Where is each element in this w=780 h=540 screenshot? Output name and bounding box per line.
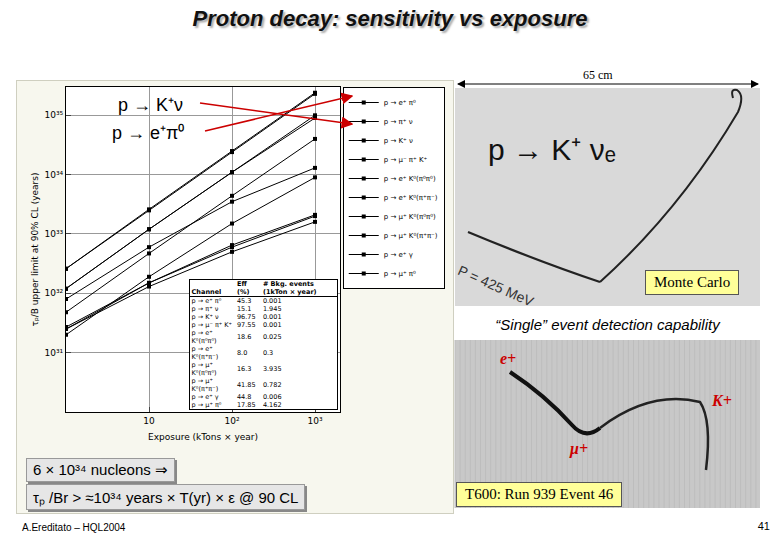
html-text:8.0: 8.0 — [237, 349, 248, 357]
html-text:Proton decay: sensitivity vs e: Proton decay: sensitivity vs exposure — [192, 6, 588, 31]
html-text:p → μ⁻ π⁺ K⁺: p → μ⁻ π⁺ K⁺ — [191, 321, 232, 329]
html-text:μ+: μ+ — [570, 440, 588, 457]
html-text:e+: e+ — [500, 350, 517, 367]
html-text:4.162: 4.162 — [262, 401, 282, 409]
html-text:p → K⁺ νₑ: p → K⁺ νₑ — [488, 133, 616, 166]
svg-text:p → K⁺ ν: p → K⁺ ν — [384, 137, 413, 145]
html-text:p → e⁺ K⁰(π⁰π⁰): p → e⁺ K⁰(π⁰π⁰) — [191, 329, 217, 345]
html-text:0.001: 0.001 — [262, 313, 282, 321]
html-text:0.782: 0.782 — [262, 381, 282, 389]
html-text:A.Ereditato – HQL2004: A.Ereditato – HQL2004 — [22, 522, 126, 533]
svg-text:10³⁵: 10³⁵ — [45, 110, 64, 120]
html-text:τₚ /Br > ≈10³⁴ years × T(yr) ×: τₚ /Br > ≈10³⁴ years × T(yr) × ε @ 90 CL — [33, 489, 299, 506]
html-text:T600: Run 939 Event 46: T600: Run 939 Event 46 — [465, 486, 614, 502]
html-text:44.8: 44.8 — [237, 393, 252, 401]
svg-text:p → e⁺ K⁰(π⁺π⁻): p → e⁺ K⁰(π⁺π⁻) — [384, 194, 438, 202]
html-text:0.3: 0.3 — [262, 349, 274, 357]
html-text:6 × 10³⁴ nucleons ⇒: 6 × 10³⁴ nucleons ⇒ — [33, 461, 168, 478]
html-text:p → e⁺ K⁰(π⁺π⁻): p → e⁺ K⁰(π⁺π⁻) — [191, 345, 219, 361]
svg-text:10²: 10² — [224, 416, 239, 426]
svg-text:τₚ/B upper limit at 90% CL (ye: τₚ/B upper limit at 90% CL (years) — [30, 173, 40, 327]
svg-text:10³¹: 10³¹ — [45, 348, 64, 358]
html-text:p → μ⁺ π⁰: p → μ⁺ π⁰ — [191, 401, 222, 409]
html-text:0.001: 0.001 — [262, 297, 282, 305]
html-text:15.1: 15.1 — [237, 305, 252, 313]
html-text:p → K⁺ ν: p → K⁺ ν — [191, 313, 219, 321]
html-text:p → π⁺ ν: p → π⁺ ν — [191, 305, 219, 313]
svg-text:p → μ⁺ K⁰(π⁺π⁻): p → μ⁺ K⁰(π⁺π⁻) — [384, 232, 438, 240]
svg-text:Exposure (kTons × year): Exposure (kTons × year) — [148, 432, 258, 442]
html-text:45.3: 45.3 — [237, 297, 252, 305]
html-text:96.75: 96.75 — [237, 313, 256, 321]
html-text:p → μ⁺ K⁰(π⁺π⁻): p → μ⁺ K⁰(π⁺π⁻) — [191, 377, 219, 393]
svg-text:p → e⁺ π⁰: p → e⁺ π⁰ — [384, 99, 416, 107]
html-text:# Bkg. events (1kTon × year): # Bkg. events (1kTon × year) — [262, 280, 317, 296]
html-text:p → e⁺π⁰: p → e⁺π⁰ — [112, 123, 185, 143]
svg-text:p → e⁺ K⁰(π⁰π⁰): p → e⁺ K⁰(π⁰π⁰) — [384, 175, 436, 183]
html-text:K+: K+ — [712, 392, 732, 409]
html-text:p → μ⁺ K⁰(π⁰π⁰): p → μ⁺ K⁰(π⁰π⁰) — [191, 361, 217, 377]
svg-text:10: 10 — [143, 416, 155, 426]
html-text:97.55: 97.55 — [237, 321, 256, 329]
html-text:0.001: 0.001 — [262, 321, 282, 329]
html-text:41.85: 41.85 — [237, 381, 256, 389]
html-text:17.85: 17.85 — [237, 401, 256, 409]
html-text:3.935: 3.935 — [262, 365, 282, 373]
html-text:65 cm: 65 cm — [583, 68, 613, 82]
html-text:p → e⁺ γ: p → e⁺ γ — [191, 393, 219, 401]
svg-text:p → π⁺ ν: p → π⁺ ν — [384, 118, 413, 126]
svg-text:p → μ⁺ π⁰: p → μ⁺ π⁰ — [384, 270, 416, 278]
html-text:16.3: 16.3 — [237, 365, 252, 373]
html-text:Monte Carlo: Monte Carlo — [654, 274, 731, 290]
html-text:P = 425 MeV: P = 425 MeV — [455, 262, 537, 310]
html-text:p → e⁺ π⁰: p → e⁺ π⁰ — [191, 297, 222, 305]
svg-text:p → μ⁺ K⁰(π⁰π⁰): p → μ⁺ K⁰(π⁰π⁰) — [384, 213, 436, 221]
html-text:“Single” event detection capab: “Single” event detection capability — [495, 316, 720, 333]
svg-text:10³⁴: 10³⁴ — [45, 170, 64, 180]
html-text:18.6: 18.6 — [237, 333, 252, 341]
html-text:1.945: 1.945 — [262, 305, 282, 313]
html-text:0.025: 0.025 — [262, 333, 282, 341]
svg-text:p → μ⁻ π⁺ K⁺: p → μ⁻ π⁺ K⁺ — [384, 156, 428, 164]
svg-text:p → e⁺ γ: p → e⁺ γ — [384, 251, 413, 259]
html-text:p → K⁺ν: p → K⁺ν — [118, 95, 183, 115]
html-text:Channel: Channel — [191, 288, 222, 296]
svg-text:10³³: 10³³ — [45, 229, 64, 239]
html-text:0.006: 0.006 — [262, 393, 282, 401]
svg-text:10³: 10³ — [307, 416, 322, 426]
html-text:41: 41 — [757, 520, 770, 532]
html-text:Eff (%): Eff (%) — [237, 280, 250, 296]
svg-text:10³²: 10³² — [45, 288, 64, 298]
